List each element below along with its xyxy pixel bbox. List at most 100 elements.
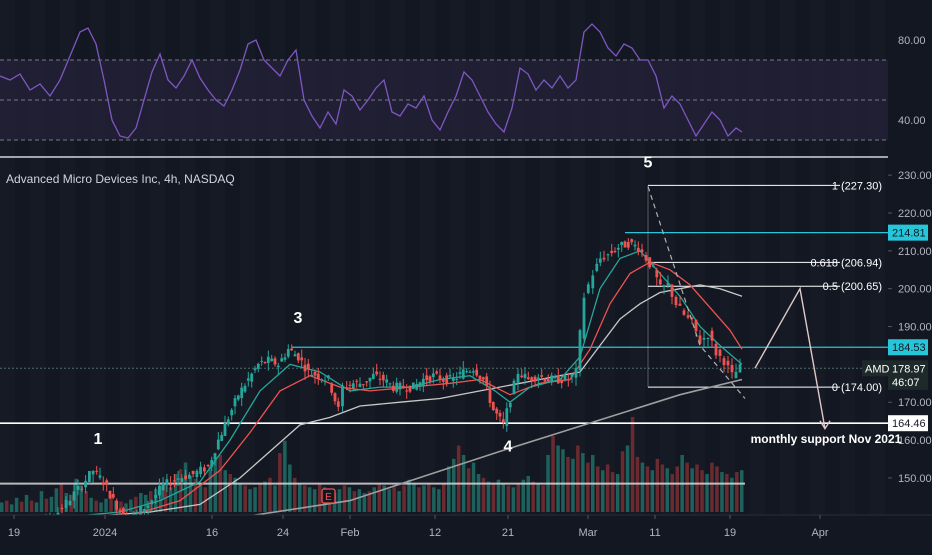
candle-body[interactable] <box>495 408 499 414</box>
candle-body[interactable] <box>491 402 495 410</box>
candle-body[interactable] <box>286 349 290 357</box>
candle-body[interactable] <box>678 303 682 306</box>
candle-body[interactable] <box>391 385 395 391</box>
candle-body[interactable] <box>411 382 415 389</box>
candle-body[interactable] <box>730 365 734 373</box>
candle-body[interactable] <box>60 507 64 510</box>
candle-body[interactable] <box>540 375 544 377</box>
candle-body[interactable] <box>326 375 330 379</box>
candle-body[interactable] <box>448 375 452 377</box>
candle-body[interactable] <box>371 373 375 379</box>
candle-body[interactable] <box>358 383 362 387</box>
candle-body[interactable] <box>273 358 277 365</box>
candle-body[interactable] <box>395 382 399 392</box>
candle-body[interactable] <box>520 375 524 378</box>
candle-body[interactable] <box>230 409 234 416</box>
candle-body[interactable] <box>630 239 634 243</box>
candle-body[interactable] <box>475 369 479 376</box>
candle-body[interactable] <box>526 377 530 380</box>
candle-body[interactable] <box>199 466 202 475</box>
candle-body[interactable] <box>658 279 662 285</box>
candle-body[interactable] <box>121 508 125 520</box>
candle-body[interactable] <box>651 265 655 267</box>
candle-body[interactable] <box>336 401 340 407</box>
candle-body[interactable] <box>351 383 355 389</box>
candle-body[interactable] <box>191 470 195 474</box>
candle-body[interactable] <box>303 364 307 372</box>
candle-body[interactable] <box>385 379 389 383</box>
candle-body[interactable] <box>546 379 550 382</box>
candle-body[interactable] <box>636 247 640 252</box>
candle-body[interactable] <box>320 379 324 381</box>
candle-body[interactable] <box>165 479 169 486</box>
sma-200-line[interactable] <box>149 378 743 532</box>
candle-body[interactable] <box>203 467 206 472</box>
candle-body[interactable] <box>458 372 462 374</box>
candle-body[interactable] <box>381 374 385 381</box>
candle-body[interactable] <box>368 377 372 382</box>
candle-body[interactable] <box>451 377 455 381</box>
candle-body[interactable] <box>682 310 686 315</box>
sma-long-line[interactable] <box>99 284 743 517</box>
price-badge[interactable] <box>888 224 928 241</box>
candle-body[interactable] <box>591 275 595 289</box>
candle-body[interactable] <box>283 357 287 360</box>
candle-body[interactable] <box>146 505 150 508</box>
candle-body[interactable] <box>485 376 489 386</box>
ema-slow-line[interactable] <box>79 261 743 525</box>
candle-body[interactable] <box>543 378 547 382</box>
candle-body[interactable] <box>536 377 540 381</box>
candle-body[interactable] <box>498 412 502 417</box>
candle-body[interactable] <box>135 511 139 514</box>
price-badge[interactable] <box>888 339 928 356</box>
candle-body[interactable] <box>560 380 564 384</box>
candle-body[interactable] <box>111 494 115 498</box>
candle-body[interactable] <box>76 486 80 490</box>
candle-body[interactable] <box>533 376 537 382</box>
candle-body[interactable] <box>64 499 68 508</box>
candle-body[interactable] <box>714 343 718 356</box>
candle-body[interactable] <box>223 422 227 436</box>
candle-body[interactable] <box>115 500 119 510</box>
candle-body[interactable] <box>706 338 710 339</box>
ticker-badge[interactable] <box>862 360 888 377</box>
candle-body[interactable] <box>523 373 527 378</box>
candle-body[interactable] <box>445 375 449 384</box>
candle-body[interactable] <box>626 241 630 248</box>
candle-body[interactable] <box>206 464 210 466</box>
candle-body[interactable] <box>563 375 567 381</box>
candle-body[interactable] <box>401 385 405 389</box>
candle-body[interactable] <box>91 470 95 475</box>
candle-body[interactable] <box>595 263 599 271</box>
candle-body[interactable] <box>738 364 742 373</box>
candle-body[interactable] <box>105 480 109 485</box>
candle-body[interactable] <box>139 506 142 517</box>
candle-body[interactable] <box>378 378 382 380</box>
rsi-line[interactable] <box>0 23 743 139</box>
candle-body[interactable] <box>355 380 359 382</box>
price-badge[interactable] <box>888 373 928 390</box>
candle-body[interactable] <box>694 319 698 332</box>
candle-body[interactable] <box>260 360 264 362</box>
candle-body[interactable] <box>226 419 230 425</box>
candle-body[interactable] <box>188 474 191 479</box>
candle-body[interactable] <box>195 470 199 477</box>
candle-body[interactable] <box>313 372 317 376</box>
candle-body[interactable] <box>478 375 482 379</box>
candle-body[interactable] <box>296 353 300 361</box>
candle-body[interactable] <box>95 470 99 472</box>
candle-body[interactable] <box>405 390 409 392</box>
candle-body[interactable] <box>415 384 419 390</box>
candle-body[interactable] <box>428 376 432 382</box>
candle-body[interactable] <box>702 338 706 340</box>
candle-body[interactable] <box>348 384 352 386</box>
candle-body[interactable] <box>246 378 250 381</box>
candle-body[interactable] <box>375 371 379 375</box>
projection-path[interactable] <box>754 286 826 429</box>
candle-body[interactable] <box>698 335 702 344</box>
candle-body[interactable] <box>333 393 337 402</box>
candle-body[interactable] <box>310 374 314 377</box>
candle-body[interactable] <box>345 387 349 389</box>
